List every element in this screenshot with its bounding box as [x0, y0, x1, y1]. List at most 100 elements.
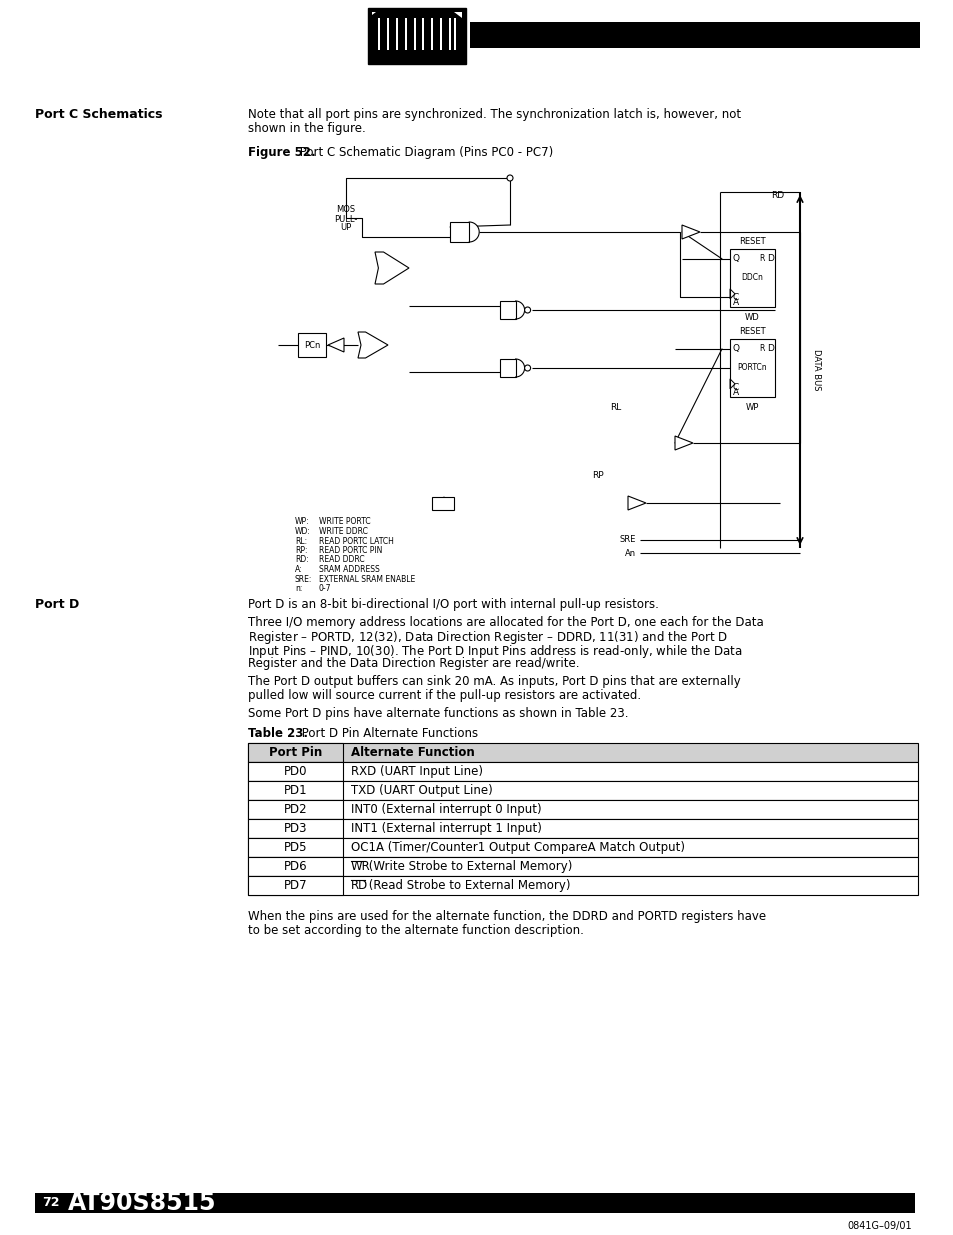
Text: Input Pins – PIND, $10($30). The Port D Input Pins address is read-only, while t: Input Pins – PIND, $10($30). The Port D … — [248, 643, 741, 659]
Bar — [248, 857, 917, 876]
Text: D: D — [766, 345, 773, 353]
Text: An: An — [624, 548, 636, 557]
Text: Register and the Data Direction Register are read/write.: Register and the Data Direction Register… — [248, 657, 578, 669]
Text: Q: Q — [732, 254, 740, 263]
Text: OC1A (Timer/Counter1 Output CompareA Match Output): OC1A (Timer/Counter1 Output CompareA Mat… — [351, 841, 684, 853]
Text: WP: WP — [744, 403, 758, 411]
Text: D: D — [766, 254, 773, 263]
Text: A: A — [732, 298, 739, 306]
Bar — [248, 857, 343, 876]
Bar — [421, 19, 423, 49]
Text: RESET: RESET — [738, 236, 764, 246]
Text: PORTCn: PORTCn — [737, 363, 766, 373]
Text: Port D: Port D — [35, 598, 79, 611]
Text: A: A — [732, 388, 739, 396]
Polygon shape — [515, 359, 524, 377]
Bar — [729, 338, 774, 396]
Text: WR: WR — [351, 860, 371, 873]
Text: AT90S8515: AT90S8515 — [68, 1191, 216, 1215]
Text: WRITE PORTC: WRITE PORTC — [318, 517, 370, 526]
Text: C: C — [732, 383, 739, 391]
Bar — [248, 800, 917, 819]
Bar — [499, 359, 515, 377]
Text: PD3: PD3 — [283, 823, 307, 835]
Bar — [387, 19, 389, 49]
Text: shown in the figure.: shown in the figure. — [248, 122, 365, 135]
Text: DDCn: DDCn — [740, 273, 762, 283]
Bar — [395, 19, 397, 49]
Text: Register – PORTD, $12($32), Data Direction Register – DDRD, $11($31) and the Por: Register – PORTD, $12($32), Data Directi… — [248, 630, 727, 646]
Bar — [372, 19, 377, 49]
Text: Table 23.: Table 23. — [248, 727, 308, 740]
Bar — [439, 19, 441, 49]
Text: 0-7: 0-7 — [318, 584, 331, 593]
Text: READ PORTC PIN: READ PORTC PIN — [318, 546, 382, 555]
Text: Port C Schematics: Port C Schematics — [35, 107, 162, 121]
Text: PD0: PD0 — [283, 764, 307, 778]
Text: INT1 (External interrupt 1 Input): INT1 (External interrupt 1 Input) — [351, 823, 541, 835]
Text: RD: RD — [771, 191, 783, 200]
Text: PD1: PD1 — [283, 784, 307, 797]
Text: (Read Strobe to External Memory): (Read Strobe to External Memory) — [365, 879, 570, 892]
Polygon shape — [368, 12, 461, 19]
Bar — [248, 762, 917, 781]
Bar — [377, 19, 379, 49]
Text: Some Port D pins have alternate functions as shown in Table 23.: Some Port D pins have alternate function… — [248, 706, 628, 720]
Polygon shape — [675, 436, 692, 450]
Polygon shape — [681, 225, 700, 240]
Bar — [248, 839, 917, 857]
Bar — [248, 762, 343, 781]
Bar — [407, 19, 414, 49]
Text: A:: A: — [294, 564, 302, 574]
Polygon shape — [375, 252, 409, 284]
Text: Three I/O memory address locations are allocated for the Port D, one each for th: Three I/O memory address locations are a… — [248, 616, 763, 629]
Bar — [248, 781, 917, 800]
Text: to be set according to the alternate function description.: to be set according to the alternate fun… — [248, 924, 583, 937]
Bar — [470, 22, 919, 48]
Text: R: R — [759, 345, 763, 353]
Text: WRITE DDRC: WRITE DDRC — [318, 527, 368, 536]
Bar — [372, 49, 461, 56]
Text: RL:: RL: — [294, 536, 307, 546]
Bar — [248, 876, 343, 895]
Text: pulled low will source current if the pull-up resistors are activated.: pulled low will source current if the pu… — [248, 688, 640, 701]
Text: EXTERNAL SRAM ENABLE: EXTERNAL SRAM ENABLE — [318, 574, 415, 583]
Bar — [297, 333, 326, 357]
Text: C: C — [732, 293, 739, 301]
Text: PD6: PD6 — [283, 860, 307, 873]
Bar — [248, 819, 343, 839]
Text: 0841G–09/01: 0841G–09/01 — [846, 1221, 911, 1231]
Polygon shape — [469, 222, 478, 242]
Bar — [372, 12, 461, 56]
Circle shape — [524, 366, 530, 370]
Text: RP: RP — [592, 471, 603, 479]
Polygon shape — [627, 496, 645, 510]
Bar — [368, 7, 465, 64]
Bar — [416, 19, 421, 49]
Bar — [451, 19, 454, 49]
Text: WD:: WD: — [294, 527, 311, 536]
Text: Port D Pin Alternate Functions: Port D Pin Alternate Functions — [297, 727, 477, 740]
Text: UP: UP — [340, 224, 352, 232]
Bar — [248, 819, 917, 839]
Text: Port C Schematic Diagram (Pins PC0 - PC7): Port C Schematic Diagram (Pins PC0 - PC7… — [295, 146, 553, 159]
Text: MOS: MOS — [336, 205, 355, 215]
Text: PD2: PD2 — [283, 803, 307, 816]
Bar — [441, 19, 449, 49]
Bar — [248, 839, 343, 857]
Text: 72: 72 — [42, 1197, 59, 1209]
Bar — [248, 743, 917, 762]
Text: WP:: WP: — [294, 517, 310, 526]
Bar — [414, 19, 416, 49]
Text: PD7: PD7 — [283, 879, 307, 892]
Text: n:: n: — [294, 584, 302, 593]
Bar — [389, 19, 395, 49]
Polygon shape — [328, 338, 344, 352]
Bar — [248, 876, 917, 895]
Text: RD: RD — [351, 879, 368, 892]
Text: (Write Strobe to External Memory): (Write Strobe to External Memory) — [365, 860, 572, 873]
Bar — [397, 19, 405, 49]
Text: READ PORTC LATCH: READ PORTC LATCH — [318, 536, 394, 546]
Bar — [432, 496, 454, 510]
Text: SRAM ADDRESS: SRAM ADDRESS — [318, 564, 379, 574]
